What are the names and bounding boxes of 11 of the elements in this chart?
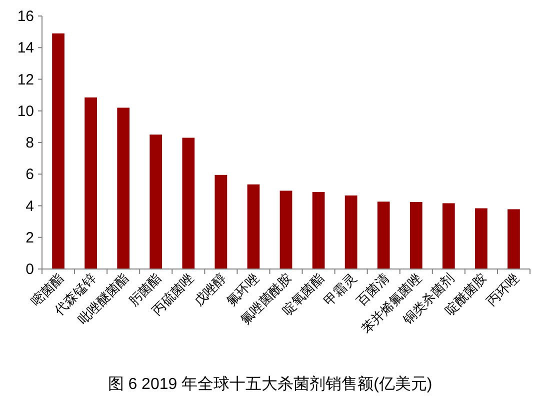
y-tick-label: 4 xyxy=(26,198,34,215)
y-tick-label: 12 xyxy=(17,71,34,88)
y-tick-label: 0 xyxy=(26,261,34,278)
text: 图 6 2019 年全球十五大杀菌剂销售额(亿美元) xyxy=(108,375,432,393)
y-tick-label: 16 xyxy=(17,8,34,25)
y-tick-label: 2 xyxy=(26,229,34,246)
x-tick-label: 丙环唑 xyxy=(484,271,523,310)
y-tick-label: 8 xyxy=(26,134,34,152)
y-tick-label: 10 xyxy=(17,102,34,120)
y-tick-label: 6 xyxy=(26,166,34,184)
y-tick-label: 14 xyxy=(17,40,34,57)
